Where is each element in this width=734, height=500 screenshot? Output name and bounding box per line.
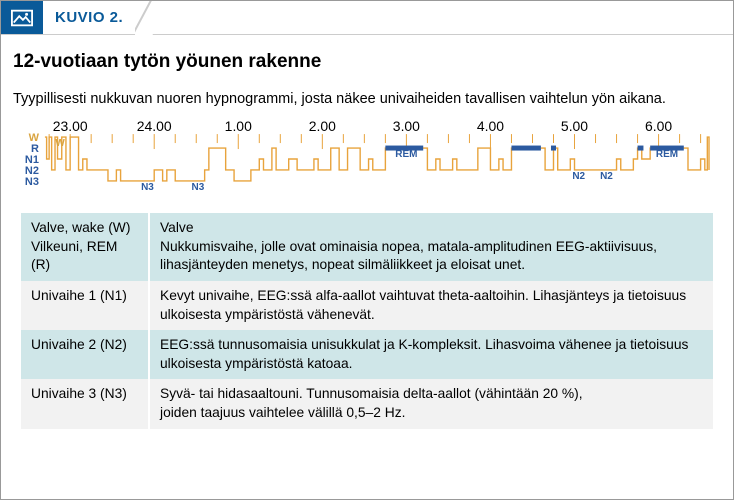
figure-label: KUVIO 2.	[43, 1, 135, 34]
stage-desc-cell: EEG:ssä tunnusomaisia unisukkulat ja K-k…	[149, 330, 713, 379]
header-divider	[135, 1, 165, 34]
table-row: Univaihe 2 (N2)EEG:ssä tunnusomaisia uni…	[21, 330, 713, 379]
stage-desc-cell: ValveNukkumisvaihe, jolle ovat ominaisia…	[149, 213, 713, 281]
svg-text:4.00: 4.00	[477, 118, 504, 134]
svg-text:24.00: 24.00	[137, 118, 172, 134]
svg-text:2.00: 2.00	[309, 118, 336, 134]
subtitle: Tyypillisesti nukkuvan nuoren hypnogramm…	[1, 77, 733, 117]
svg-text:REM: REM	[395, 149, 417, 160]
svg-text:N3: N3	[25, 176, 39, 188]
hypnogram-chart: 23.0024.001.002.003.004.005.006.00WRN1N2…	[1, 117, 733, 213]
stage-name-cell: Valve, wake (W)Vilkeuni, REM (R)	[21, 213, 149, 281]
svg-text:N2: N2	[572, 171, 585, 182]
main-title: 12-vuotiaan tytön yöunen rakenne	[1, 35, 733, 77]
svg-text:1.00: 1.00	[225, 118, 252, 134]
svg-text:3.00: 3.00	[393, 118, 420, 134]
stage-desc-cell: Kevyt univaihe, EEG:ssä alfa-aallot vaih…	[149, 281, 713, 330]
stage-name-cell: Univaihe 1 (N1)	[21, 281, 149, 330]
table-row: Univaihe 1 (N1)Kevyt univaihe, EEG:ssä a…	[21, 281, 713, 330]
stage-name-cell: Univaihe 2 (N2)	[21, 330, 149, 379]
hypnogram-svg: 23.0024.001.002.003.004.005.006.00WRN1N2…	[21, 117, 713, 207]
svg-text:N3: N3	[141, 182, 154, 193]
stage-desc-cell: Syvä- tai hidasaaltouni. Tunnusomaisia d…	[149, 379, 713, 428]
stage-name-cell: Univaihe 3 (N3)	[21, 379, 149, 428]
svg-text:N3: N3	[192, 182, 205, 193]
svg-text:23.00: 23.00	[53, 118, 88, 134]
table-row: Univaihe 3 (N3)Syvä- tai hidasaaltouni. …	[21, 379, 713, 428]
figure-header: KUVIO 2.	[1, 1, 733, 35]
image-icon	[1, 1, 43, 34]
stage-table: Valve, wake (W)Vilkeuni, REM (R)ValveNuk…	[1, 213, 733, 439]
table-row: Valve, wake (W)Vilkeuni, REM (R)ValveNuk…	[21, 213, 713, 281]
svg-text:N2: N2	[600, 171, 613, 182]
svg-text:6.00: 6.00	[645, 118, 672, 134]
svg-text:5.00: 5.00	[561, 118, 588, 134]
svg-text:REM: REM	[656, 149, 678, 160]
svg-text:W: W	[55, 138, 65, 149]
